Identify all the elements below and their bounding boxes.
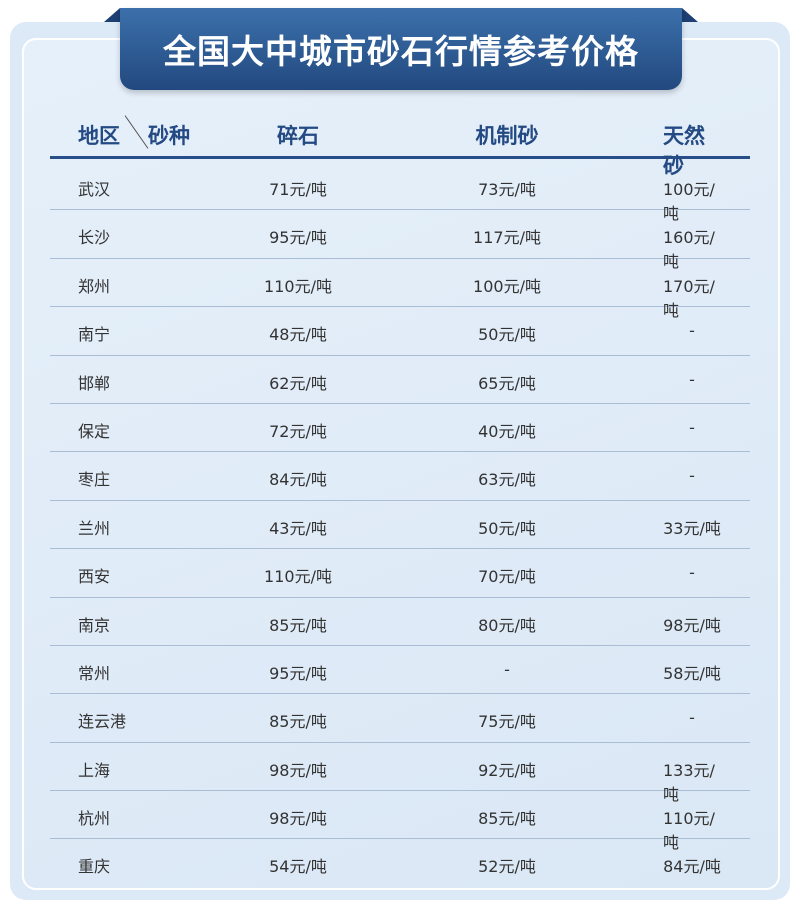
- natural-sand-price: -: [689, 563, 695, 583]
- machine-sand-price: 73元/吨: [478, 180, 536, 199]
- natural-sand-price: 98元/吨: [663, 615, 721, 635]
- city-cell: 郑州: [78, 276, 111, 296]
- table-row: 南宁 48元/吨 50元/吨 -: [50, 307, 750, 356]
- natural-sand-price: -: [689, 369, 695, 389]
- crushed-stone-price: 98元/吨: [269, 760, 327, 780]
- header-machine-sand: 机制砂: [475, 124, 539, 148]
- natural-sand-price: 33元/吨: [663, 518, 721, 538]
- crushed-stone-price: 71元/吨: [269, 180, 327, 199]
- table-panel: [22, 38, 780, 890]
- crushed-stone-price: 95元/吨: [269, 663, 327, 683]
- table-row: 杭州 98元/吨 85元/吨 110元/吨: [50, 791, 750, 852]
- city-cell: 常州: [78, 663, 111, 683]
- natural-sand-price: -: [689, 417, 695, 437]
- city-cell: 长沙: [78, 228, 111, 248]
- natural-sand-price: 100元/吨: [663, 180, 715, 223]
- crushed-stone-price: 43元/吨: [269, 518, 327, 538]
- machine-sand-price: 100元/吨: [473, 276, 541, 296]
- natural-sand-price: 170元/吨: [663, 276, 715, 320]
- machine-sand-price: 117元/吨: [473, 228, 541, 248]
- banner-fold-right: [682, 8, 698, 22]
- city-cell: 保定: [78, 421, 111, 441]
- machine-sand-price: 92元/吨: [478, 760, 536, 780]
- natural-sand-price: 133元/吨: [663, 760, 715, 804]
- table-body: 武汉 71元/吨 73元/吨 100元/吨 长沙 95元/吨 117元/吨 160元/吨 郑州 1…: [50, 162, 750, 887]
- natural-sand-price: 160元/吨: [663, 228, 715, 272]
- header-crushed-stone: 碎石: [277, 124, 319, 148]
- table-row: 西安 110元/吨 70元/吨 -: [50, 549, 750, 598]
- table-row: 枣庄 84元/吨 63元/吨 -: [50, 452, 750, 501]
- machine-sand-price: 63元/吨: [478, 470, 536, 490]
- table-row: 郑州 110元/吨 100元/吨 170元/吨: [50, 259, 750, 320]
- crushed-stone-price: 110元/吨: [264, 567, 332, 587]
- city-cell: 上海: [78, 760, 111, 780]
- table-row: 保定 72元/吨 40元/吨 -: [50, 404, 750, 453]
- page-title: 全国大中城市砂石行情参考价格: [163, 32, 639, 71]
- table-row: 武汉 71元/吨 73元/吨 100元/吨: [50, 162, 750, 223]
- city-cell: 枣庄: [78, 470, 111, 490]
- city-cell: 西安: [78, 567, 111, 587]
- city-cell: 杭州: [78, 809, 111, 829]
- machine-sand-price: 50元/吨: [478, 325, 536, 345]
- table-header: 地区 砂种 碎石 机制砂 天然砂: [50, 112, 750, 178]
- crushed-stone-price: 110元/吨: [264, 276, 332, 296]
- city-cell: 兰州: [78, 518, 111, 538]
- city-cell: 重庆: [78, 857, 111, 877]
- city-cell: 南京: [78, 615, 111, 635]
- natural-sand-price: 110元/吨: [663, 809, 715, 853]
- crushed-stone-price: 72元/吨: [269, 421, 327, 441]
- machine-sand-price: 50元/吨: [478, 518, 536, 538]
- natural-sand-price: -: [689, 321, 695, 341]
- crushed-stone-price: 85元/吨: [269, 712, 327, 732]
- crushed-stone-price: 95元/吨: [269, 228, 327, 248]
- table-row: 南京 85元/吨 80元/吨 98元/吨: [50, 598, 750, 646]
- natural-sand-price: -: [689, 466, 695, 486]
- city-cell: 连云港: [78, 712, 127, 732]
- header-region: 地区: [78, 124, 120, 148]
- city-cell: 邯郸: [78, 373, 111, 393]
- header-diagonal-divider: [124, 115, 149, 149]
- machine-sand-price: 85元/吨: [478, 809, 536, 829]
- machine-sand-price: 52元/吨: [478, 857, 536, 877]
- banner-fold-left: [104, 8, 120, 22]
- table-row: 邯郸 62元/吨 65元/吨 -: [50, 356, 750, 404]
- crushed-stone-price: 85元/吨: [269, 615, 327, 635]
- table-row: 常州 95元/吨 - 58元/吨: [50, 646, 750, 695]
- crushed-stone-price: 48元/吨: [269, 325, 327, 345]
- table-row: 长沙 95元/吨 117元/吨 160元/吨: [50, 210, 750, 271]
- crushed-stone-price: 54元/吨: [269, 857, 327, 877]
- table-row: 连云港 85元/吨 75元/吨 -: [50, 694, 750, 743]
- table-row: 兰州 43元/吨 50元/吨 33元/吨: [50, 501, 750, 550]
- machine-sand-price: 40元/吨: [478, 421, 536, 441]
- crushed-stone-price: 98元/吨: [269, 809, 327, 829]
- crushed-stone-price: 62元/吨: [269, 373, 327, 393]
- city-cell: 南宁: [78, 325, 111, 345]
- table-row: 重庆 54元/吨 52元/吨 84元/吨: [50, 839, 750, 886]
- machine-sand-price: -: [504, 659, 510, 679]
- crushed-stone-price: 84元/吨: [269, 470, 327, 490]
- header-type: 砂种: [148, 124, 190, 148]
- machine-sand-price: 80元/吨: [478, 615, 536, 635]
- title-banner: 全国大中城市砂石行情参考价格: [120, 8, 682, 90]
- machine-sand-price: 70元/吨: [478, 567, 536, 587]
- natural-sand-price: -: [689, 708, 695, 728]
- machine-sand-price: 65元/吨: [478, 373, 536, 393]
- natural-sand-price: 58元/吨: [663, 663, 721, 683]
- table-row: 上海 98元/吨 92元/吨 133元/吨: [50, 743, 750, 804]
- city-cell: 武汉: [78, 180, 111, 199]
- natural-sand-price: 84元/吨: [663, 857, 721, 877]
- machine-sand-price: 75元/吨: [478, 712, 536, 732]
- header-natural-sand: 天然砂: [663, 124, 705, 178]
